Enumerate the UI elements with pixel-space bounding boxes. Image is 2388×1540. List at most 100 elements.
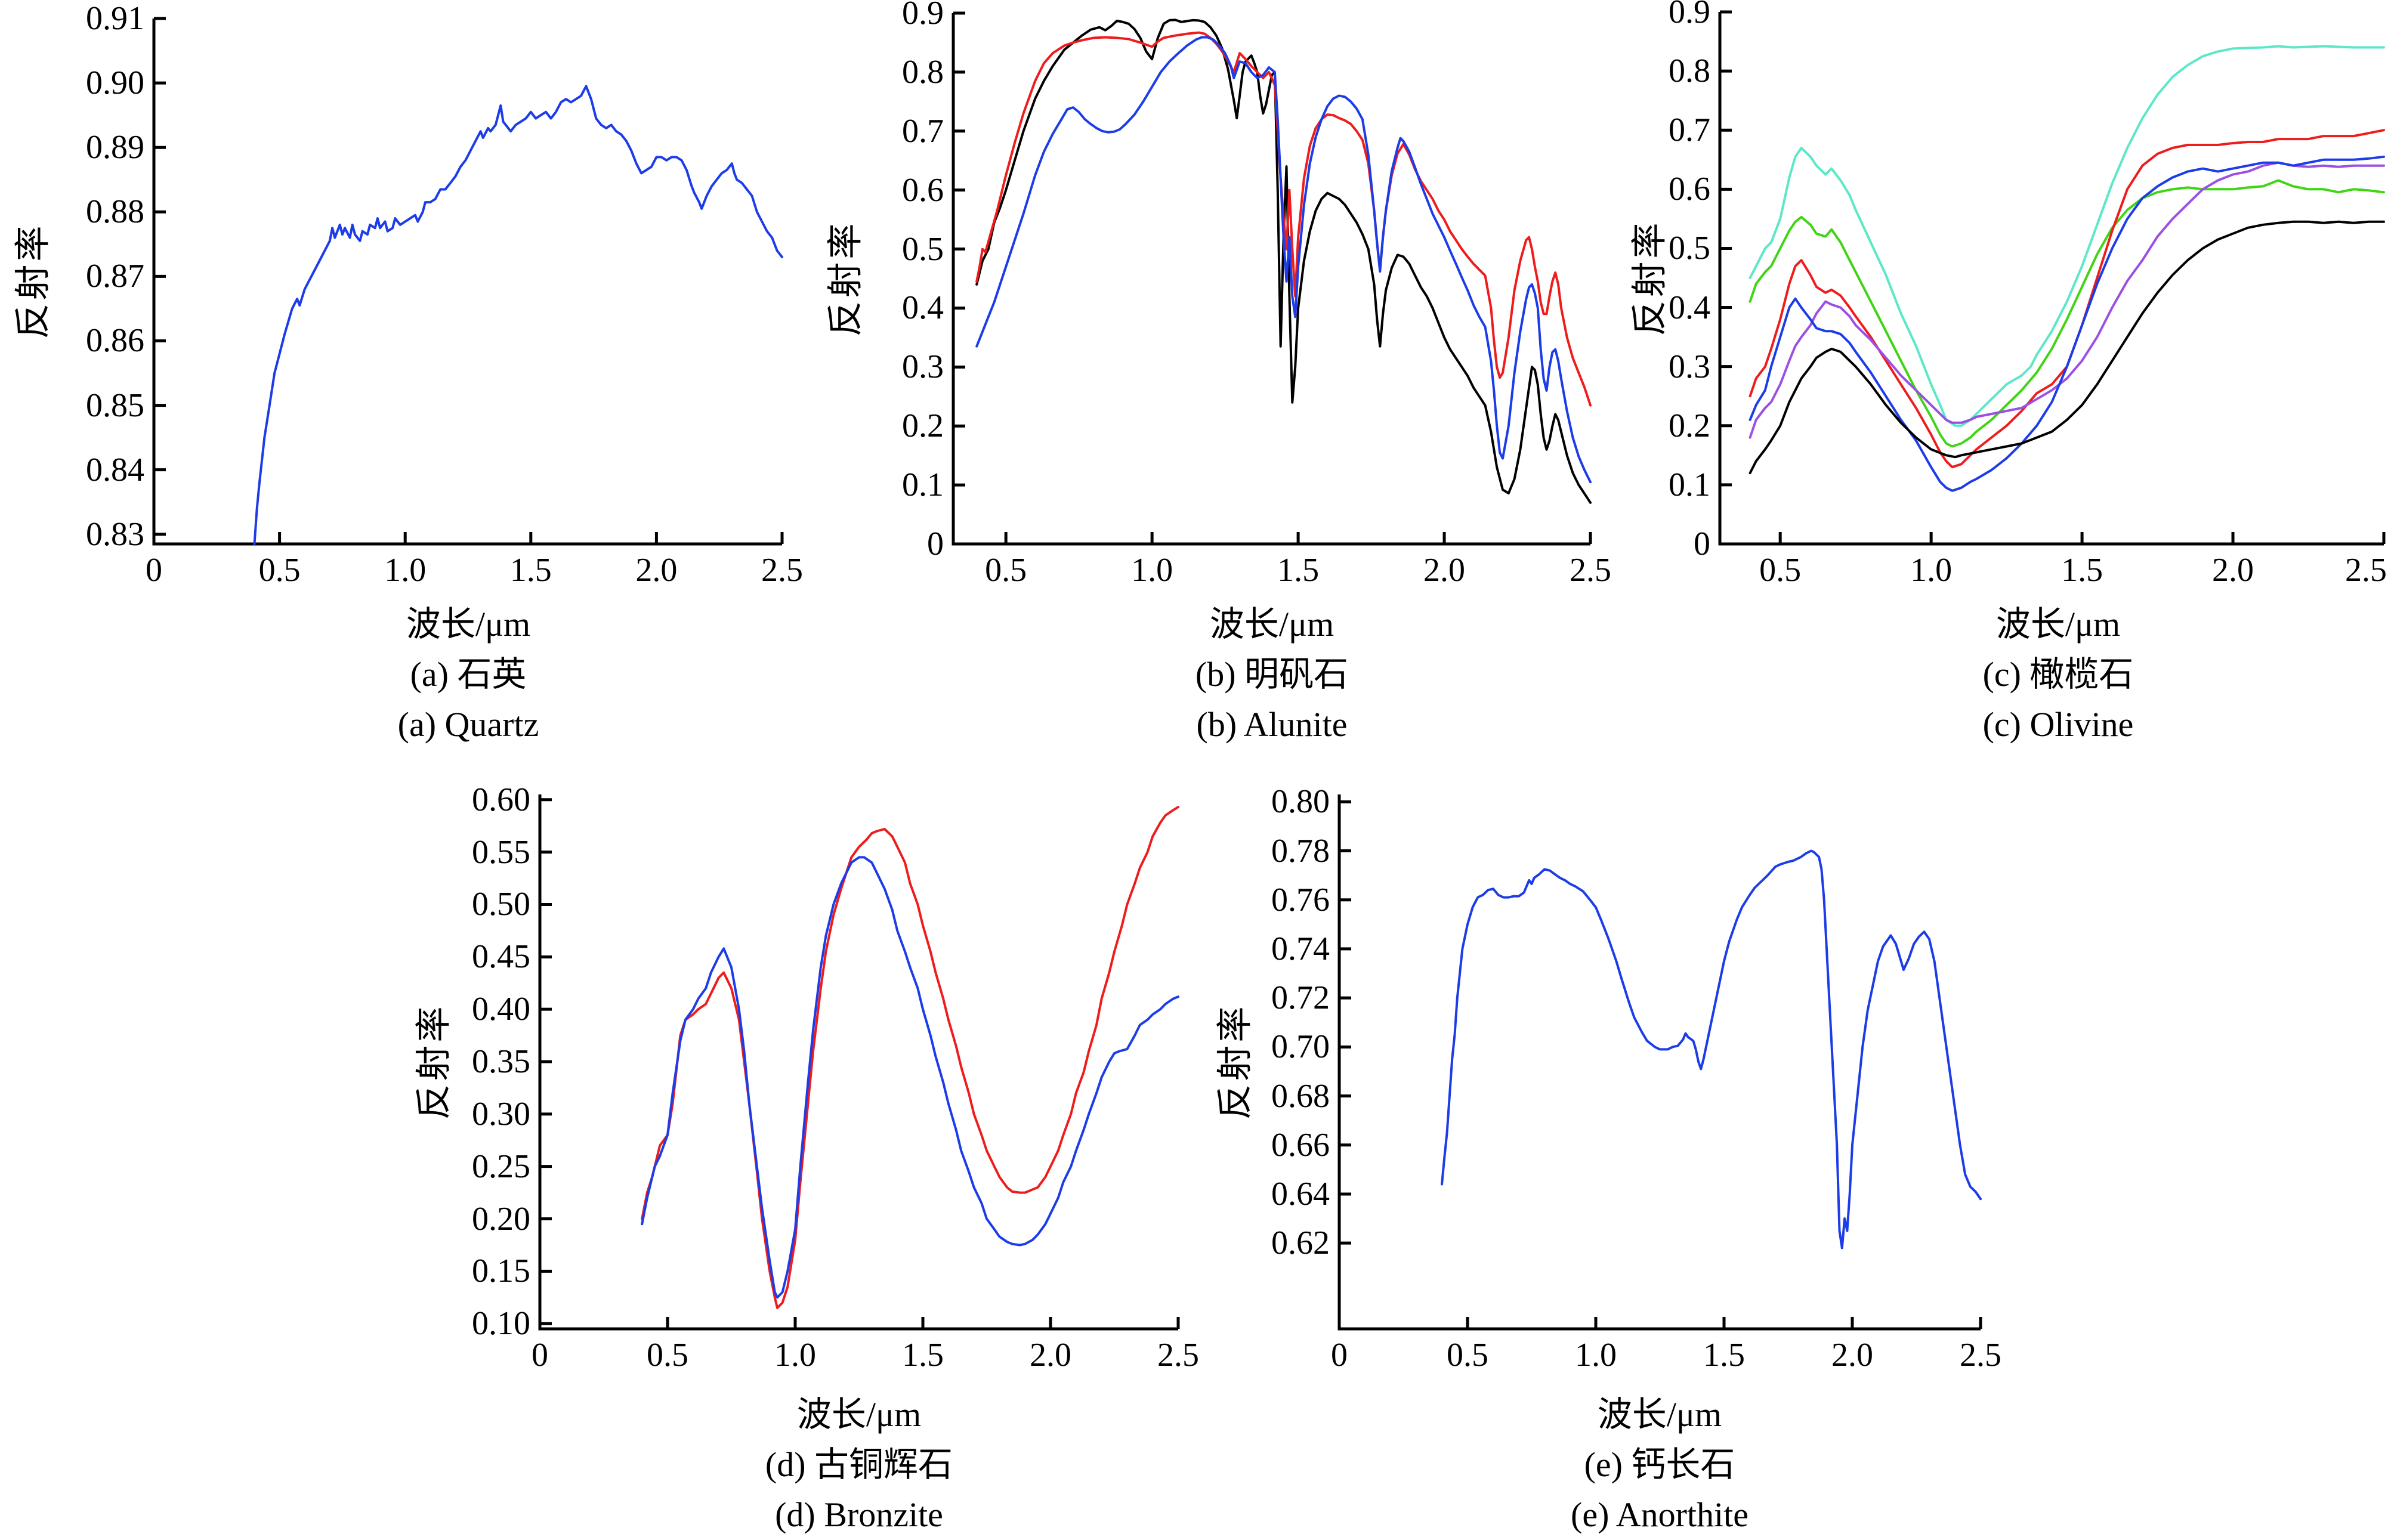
y-tick-label-a-7: 0.90 <box>86 64 144 102</box>
series-alunite-black <box>975 18 1592 504</box>
y-tick-label-d-0: 0.10 <box>472 1305 530 1343</box>
x-tick-label-a-3: 1.5 <box>509 552 552 589</box>
x-tick-label-a-2: 1.0 <box>384 552 427 589</box>
y-tick-label-c-4: 0.4 <box>1669 289 1710 326</box>
y-tick-label-e-8: 0.78 <box>1271 832 1330 870</box>
x-tick-label-d-0: 0 <box>532 1337 548 1374</box>
y-tick-label-a-8: 0.91 <box>86 0 144 37</box>
x-tick-label-e-1: 0.5 <box>1447 1337 1488 1374</box>
y-tick-label-e-2: 0.66 <box>1271 1126 1330 1164</box>
y-tick-label-b-5: 0.5 <box>902 230 944 268</box>
y-tick-label-e-0: 0.62 <box>1271 1224 1330 1262</box>
y-tick-label-e-7: 0.76 <box>1271 881 1330 919</box>
x-tick-label-a-0: 0 <box>146 552 162 589</box>
y-axis-title-c: 反射率 <box>1630 219 1670 336</box>
x-tick-label-b-0: 0.5 <box>985 552 1027 589</box>
x-tick-label-e-3: 1.5 <box>1703 1337 1745 1374</box>
y-tick-label-b-7: 0.7 <box>902 112 944 150</box>
caption-zh-e: (e) 钙长石 <box>1584 1445 1735 1484</box>
y-tick-label-e-4: 0.70 <box>1271 1028 1330 1066</box>
y-tick-label-b-3: 0.3 <box>902 348 944 386</box>
x-tick-label-e-0: 0 <box>1331 1337 1348 1374</box>
y-tick-label-a-5: 0.88 <box>86 193 144 231</box>
x-tick-label-c-2: 1.5 <box>2061 552 2103 589</box>
y-tick-label-c-0: 0 <box>1694 525 1710 562</box>
y-tick-label-b-1: 0.1 <box>902 466 944 504</box>
y-tick-label-c-6: 0.6 <box>1669 171 1710 208</box>
caption-en-d: (d) Bronzite <box>775 1495 943 1534</box>
y-axis-title-e: 反射率 <box>1215 1003 1255 1120</box>
caption-zh-b: (b) 明矾石 <box>1195 655 1349 694</box>
y-tick-label-b-8: 0.8 <box>902 53 944 91</box>
y-tick-label-a-6: 0.89 <box>86 129 144 166</box>
y-tick-label-e-6: 0.74 <box>1271 930 1330 967</box>
x-tick-label-c-3: 2.0 <box>2212 552 2254 589</box>
y-tick-label-d-1: 0.15 <box>472 1253 530 1290</box>
series-alunite-red <box>975 31 1592 407</box>
series-olivine-purple <box>1748 161 2385 439</box>
series-quartz-blue <box>253 85 783 545</box>
x-tick-label-b-2: 1.5 <box>1277 552 1320 589</box>
series-anorthite-blue <box>1441 849 1982 1250</box>
x-tick-label-d-2: 1.0 <box>774 1337 816 1374</box>
y-tick-label-d-8: 0.50 <box>472 886 530 923</box>
caption-en-c: (c) Olivine <box>1982 705 2134 744</box>
y-tick-label-e-9: 0.80 <box>1271 783 1330 821</box>
y-tick-label-b-9: 0.9 <box>902 0 944 32</box>
y-axis-title-d: 反射率 <box>414 1003 454 1120</box>
y-tick-label-b-4: 0.4 <box>902 289 944 327</box>
caption-block-e: 波长/μm (e) 钙长石 (e) Anorthite <box>1571 1390 1748 1540</box>
series-olivine-cyan <box>1748 45 2385 427</box>
y-tick-label-d-2: 0.20 <box>472 1200 530 1238</box>
caption-block-b: 波长/μm (b) 明矾石 (b) Alunite <box>1195 599 1348 750</box>
x-tick-label-e-2: 1.0 <box>1575 1337 1617 1374</box>
y-tick-label-a-0: 0.83 <box>86 515 144 553</box>
series-alunite-blue <box>975 36 1592 484</box>
x-tick-label-e-4: 2.0 <box>1831 1337 1873 1374</box>
x-tick-label-b-3: 2.0 <box>1423 552 1466 589</box>
y-tick-label-c-9: 0.9 <box>1669 0 1710 30</box>
y-tick-label-d-6: 0.40 <box>472 991 530 1028</box>
y-tick-label-a-3: 0.86 <box>86 322 144 360</box>
y-axis-title-a: 反射率 <box>13 222 53 339</box>
y-tick-label-d-10: 0.60 <box>472 781 530 818</box>
caption-zh-c: (c) 橄榄石 <box>1982 655 2134 694</box>
x-tick-label-b-4: 2.5 <box>1570 552 1611 589</box>
y-tick-label-e-1: 0.64 <box>1271 1175 1330 1213</box>
y-tick-label-d-3: 0.25 <box>472 1148 530 1185</box>
x-tick-label-d-4: 2.0 <box>1030 1337 1071 1374</box>
x-tick-label-c-4: 2.5 <box>2345 552 2387 589</box>
x-tick-label-e-5: 2.5 <box>1960 1337 2001 1374</box>
x-tick-label-a-4: 2.0 <box>635 552 678 589</box>
y-tick-label-a-2: 0.85 <box>86 386 144 424</box>
x-tick-label-b-1: 1.0 <box>1131 552 1173 589</box>
x-tick-label-a-5: 2.5 <box>761 552 803 589</box>
caption-zh-a: (a) 石英 <box>410 655 527 694</box>
x-axis-title-e: 波长/μm <box>1597 1395 1722 1434</box>
y-tick-label-a-1: 0.84 <box>86 451 144 488</box>
y-tick-label-c-7: 0.7 <box>1669 112 1710 149</box>
x-tick-label-a-1: 0.5 <box>258 552 301 589</box>
axes-d <box>538 794 1178 1331</box>
x-axis-title-a: 波长/μm <box>406 605 531 644</box>
y-tick-label-a-4: 0.87 <box>86 258 144 295</box>
y-tick-label-e-3: 0.68 <box>1271 1077 1330 1115</box>
caption-zh-d: (d) 古铜辉石 <box>765 1445 953 1484</box>
y-tick-label-c-2: 0.2 <box>1669 407 1710 444</box>
caption-block-c: 波长/μm (c) 橄榄石 (c) Olivine <box>1983 599 2134 750</box>
y-tick-label-c-5: 0.5 <box>1669 230 1710 267</box>
x-tick-label-c-1: 1.0 <box>1910 552 1953 589</box>
y-tick-label-c-1: 0.1 <box>1669 466 1710 503</box>
y-tick-label-d-7: 0.45 <box>472 938 530 976</box>
y-tick-label-c-8: 0.8 <box>1669 52 1710 90</box>
y-tick-label-e-5: 0.72 <box>1271 979 1330 1017</box>
y-tick-label-d-5: 0.35 <box>472 1043 530 1080</box>
y-tick-label-c-3: 0.3 <box>1669 348 1710 385</box>
axes-a <box>152 18 782 546</box>
series-olivine-red <box>1748 129 2385 469</box>
caption-block-a: 波长/μm (a) 石英 (a) Quartz <box>398 599 539 750</box>
y-tick-label-b-2: 0.2 <box>902 407 944 445</box>
y-tick-label-b-0: 0 <box>927 525 944 562</box>
x-tick-label-d-5: 2.5 <box>1157 1337 1199 1374</box>
